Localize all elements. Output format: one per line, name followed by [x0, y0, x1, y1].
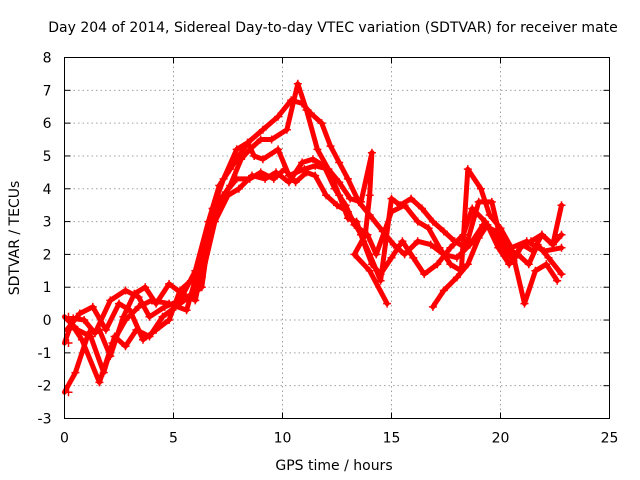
x-tick-label: 25	[601, 431, 619, 447]
x-tick-label: 0	[60, 431, 69, 447]
axis-ticks	[64, 57, 610, 419]
series-markers	[64, 155, 562, 344]
y-tick-label: 8	[43, 51, 52, 67]
series-trace-f	[428, 220, 566, 311]
series-markers	[64, 165, 566, 377]
x-tick-label: 5	[169, 431, 178, 447]
y-tick-label: 1	[43, 280, 52, 296]
y-tick-label: 3	[43, 215, 52, 231]
y-tick-label: -2	[38, 379, 52, 395]
y-tick-label: 6	[43, 116, 52, 132]
x-tick-label: 20	[492, 431, 510, 447]
series-trace-c	[62, 79, 566, 397]
x-tick-label: 15	[383, 431, 401, 447]
y-tick-label: 5	[43, 149, 52, 165]
y-tick-labels: -3 -2 -1 0 1 2 3 4 5 6 7 8	[38, 51, 52, 428]
y-tick-label: 0	[43, 313, 52, 329]
grid	[64, 57, 610, 419]
chart-title: Day 204 of 2014, Sidereal Day-to-day VTE…	[48, 20, 618, 36]
series-line	[64, 156, 560, 343]
y-tick-label: -3	[38, 412, 52, 428]
series-layer	[62, 79, 566, 397]
series-trace-d	[62, 165, 566, 377]
x-tick-labels: 0 5 10 15 20 25	[60, 431, 618, 447]
series-line	[66, 140, 390, 385]
y-tick-label: 7	[43, 83, 52, 99]
plot-frame	[64, 57, 610, 419]
x-tick-label: 10	[274, 431, 292, 447]
x-axis-label: GPS time / hours	[275, 458, 392, 474]
y-tick-label: 4	[43, 182, 52, 198]
y-tick-label: 2	[43, 247, 52, 263]
series-markers	[428, 220, 566, 311]
series-markers	[64, 79, 566, 397]
series-line	[62, 81, 564, 395]
series-trace-e	[64, 155, 562, 344]
y-tick-label: -1	[38, 346, 52, 362]
y-axis-label: SDTVAR / TECUs	[7, 181, 23, 296]
